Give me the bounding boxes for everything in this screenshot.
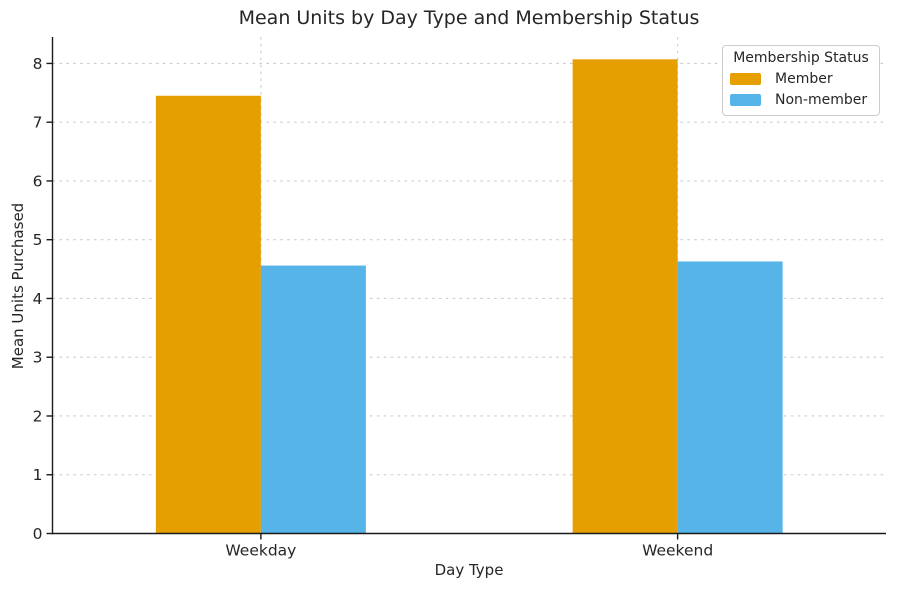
y-tick-label: 2 [33, 407, 43, 425]
non-member-color-swatch-icon [730, 94, 761, 106]
bar-weekday-member [155, 95, 261, 534]
y-tick-label: 0 [33, 525, 43, 543]
bar-weekend-member [572, 59, 678, 534]
bar-weekday-non-member [260, 265, 366, 534]
legend-item-label: Non-member [775, 92, 868, 108]
y-tick-label: 6 [33, 172, 43, 190]
member-color-swatch-icon [730, 73, 761, 85]
y-tick-label: 3 [33, 349, 43, 367]
y-tick-label: 7 [33, 114, 43, 132]
y-axis-label: Mean Units Purchased [9, 202, 27, 370]
x-axis-label: Day Type [434, 561, 504, 579]
legend-item-non-member: Non-member [730, 92, 872, 108]
y-tick-label: 5 [33, 231, 43, 249]
bar-weekend-non-member [677, 261, 783, 534]
y-tick-label: 4 [33, 290, 43, 308]
x-tick-label: Weekend [642, 542, 713, 560]
legend-item-member: Member [730, 71, 872, 87]
y-tick-label: 1 [33, 466, 43, 484]
legend: Membership Status Member Non-member [722, 45, 880, 116]
y-tick-label: 8 [33, 55, 43, 73]
x-tick-label: Weekday [225, 542, 296, 560]
legend-title: Membership Status [733, 50, 869, 66]
legend-item-label: Member [775, 71, 833, 87]
chart-title: Mean Units by Day Type and Membership St… [238, 7, 700, 29]
